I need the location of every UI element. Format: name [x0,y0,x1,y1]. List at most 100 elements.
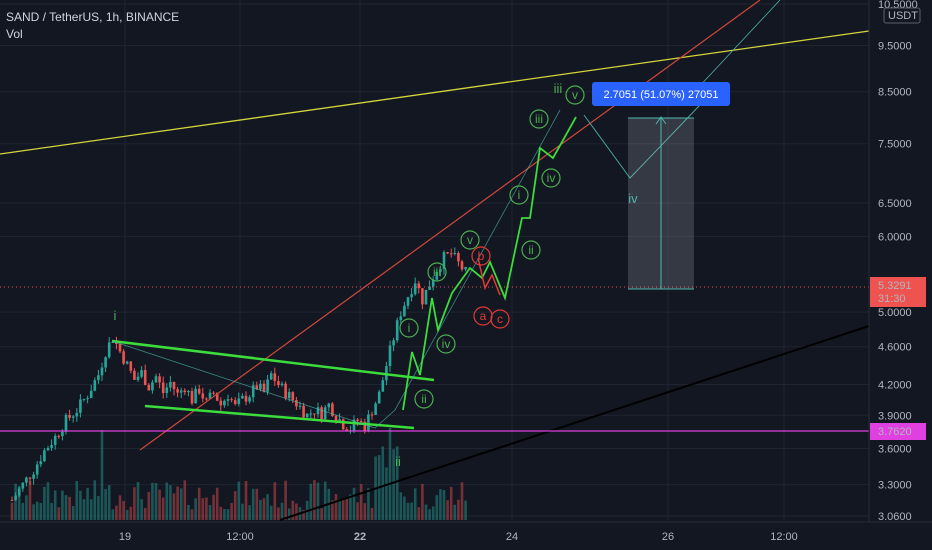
candle-body [39,461,43,465]
measure-tool[interactable]: 2.7051 (51.07%) 27051 [592,82,730,290]
wave-label-green: ii [421,392,426,406]
time-tick-label: 12:00 [226,531,254,543]
volume-bar [32,504,35,520]
candle-body [43,450,46,462]
time-axis[interactable]: 19 12:00 22 24 26 12:00 [0,521,932,543]
candle-body [21,482,25,489]
volume-bar [111,509,115,520]
volume-bar [179,488,183,520]
volume-bar [28,480,32,520]
candle-body [302,405,305,418]
candle-body [298,405,302,407]
symbol-title[interactable]: SAND / TetherUS, 1h, BINANCE [6,10,180,24]
volume-bar [356,502,359,520]
candle-body [392,340,395,346]
candle-body [35,464,39,475]
candle-body [428,286,431,290]
volume-bar [172,493,176,520]
volume-bar [197,487,201,520]
volume-bar [147,491,151,520]
candle-body [46,448,50,451]
volume-bar [118,495,122,520]
candle-body [233,400,237,404]
volume-bar [309,483,313,520]
volume-bar [255,488,259,520]
volume-bar [370,507,374,520]
volume-bar [399,492,403,520]
volume-bar [208,505,212,520]
wave-label-green: iv [547,171,556,185]
volume-bar [349,494,352,520]
volume-bar [363,503,367,520]
volume-bar [269,505,273,520]
volume-bar [187,504,190,520]
volume-bar [233,491,237,520]
current-price-tag-background [870,277,926,307]
candle-body [215,392,219,401]
volume-bar [39,503,43,520]
volume-indicator-label[interactable]: Vol [6,27,23,41]
price-tick-label: 3.9000 [878,410,912,422]
volume-bar [17,486,21,520]
volume-bar [345,497,349,520]
volume-bar [215,487,219,520]
candle-body [313,413,316,415]
volume-bar [449,486,453,520]
channel-lower-line [144,404,415,430]
volume-bar [338,499,341,520]
candle-body [140,370,143,377]
candle-body [345,429,349,431]
price-tick-label: 4.2000 [878,379,912,391]
volume-bar [161,497,165,520]
candle-body [32,474,35,479]
candle-body [111,341,115,343]
volume-bar [381,446,385,520]
candle-body [219,400,223,406]
candle-body [197,388,201,394]
wave-label-green-circle [565,85,585,105]
volume-bar [226,509,230,520]
time-tick-label: 12:00 [770,531,798,543]
volume-bar [406,502,410,520]
price-axis[interactable]: 10.5000 9.5000 8.5000 7.5000 6.5000 6.0000 5.0… [868,0,932,550]
volume-bar [241,503,244,520]
time-tick-label: 26 [662,531,674,543]
candle-body [161,382,165,394]
volume-bar [169,485,172,520]
wave-label-green-circle [529,109,549,129]
volume-bar [133,487,136,520]
wave-label-green: v [572,88,578,102]
price-tick-label: 4.6000 [878,342,912,354]
candle-body [259,383,262,390]
volume-bar [97,495,100,520]
channel-upper-line [111,339,435,382]
candle-body [323,407,327,420]
candle-body [93,380,97,391]
wave-label-plain: ii [395,454,401,469]
candle-body [457,252,460,262]
price-tick-label: 6.0000 [878,231,912,243]
volume-bar [442,490,446,520]
volume-bar [194,498,197,520]
volume-bar [93,480,97,520]
candle-body [406,297,410,306]
candle-body [399,316,403,321]
volume-bar [237,481,241,520]
volume-bar [21,502,25,520]
volume-bar [464,500,467,520]
volume-bar [107,485,111,520]
candle-body [118,344,122,352]
candle-body [424,289,428,305]
wave-label-green-circle [414,389,434,409]
candle-body [352,419,356,431]
projection-path [583,104,701,179]
volume-bar [125,509,129,520]
candle-body [280,383,284,386]
volume-bar [395,446,399,520]
volume-bar [287,508,291,520]
volume-bar [291,500,295,520]
candle-body [395,320,399,341]
volume-bar [392,449,395,520]
